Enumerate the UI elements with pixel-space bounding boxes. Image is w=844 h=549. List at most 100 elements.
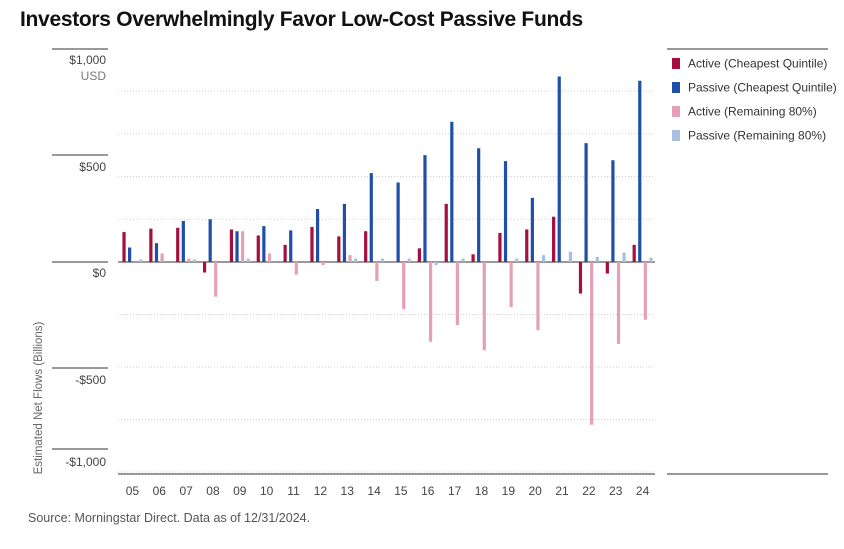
bar-3-19: [515, 258, 519, 262]
x-tick-label: 08: [206, 484, 220, 498]
bar-1-11: [289, 230, 293, 262]
bar-0-05: [122, 232, 126, 262]
bar-3-14: [380, 258, 385, 262]
x-tick-label: 23: [609, 484, 623, 498]
bar-0-22: [578, 262, 583, 294]
bar-0-19: [498, 232, 502, 262]
bar-1-23: [611, 160, 615, 262]
y-tick-label: -$500: [75, 373, 106, 387]
bar-2-20: [536, 262, 540, 331]
bar-0-12: [310, 226, 314, 262]
bar-0-20: [525, 229, 529, 262]
bar-1-16: [423, 155, 427, 263]
x-tick-labels: 05 06 07 08 09 10 11 12 13 14 15 16 17 18 19 20 21 22 23 24: [126, 484, 650, 498]
bar-1-14: [369, 173, 373, 262]
x-tick-label: 19: [502, 484, 516, 498]
bar-0-14: [364, 231, 368, 262]
bar-2-06: [160, 253, 164, 262]
bar-0-21: [552, 216, 556, 262]
bar-2-24: [643, 262, 647, 320]
y-axis-label: Estimated Net Flows (Billions): [33, 321, 45, 474]
bar-2-15: [402, 262, 406, 310]
bar-1-19: [503, 161, 508, 262]
bar-2-08: [214, 262, 218, 297]
bar-1-05: [128, 247, 132, 262]
bar-1-13: [342, 203, 347, 262]
bar-1-12: [315, 208, 320, 262]
x-tick-label: 05: [126, 484, 140, 498]
bar-0-11: [283, 244, 287, 262]
y-tick-label: $500: [79, 160, 106, 174]
bar-0-16: [417, 248, 421, 262]
source-note: Source: Morningstar Direct. Data as of 1…: [28, 511, 311, 525]
bar-1-22: [584, 143, 588, 262]
bar-0-07: [176, 227, 180, 262]
x-tick-label: 20: [528, 484, 542, 498]
bar-2-14: [375, 262, 379, 281]
bar-3-17: [461, 258, 465, 262]
grid-layer: [118, 90, 655, 475]
bar-2-09: [241, 231, 245, 262]
bar-2-22: [590, 262, 594, 425]
x-tick-label: 21: [555, 484, 569, 498]
x-tick-label: 17: [448, 484, 462, 498]
x-tick-label: 10: [260, 484, 274, 498]
y-unit-label: USD: [81, 69, 107, 83]
legend-label: Passive (Remaining 80%): [688, 129, 826, 143]
bar-1-18: [477, 148, 481, 262]
legend: Active (Cheapest Quintile) Passive (Cheap…: [667, 48, 837, 475]
bar-0-13: [337, 236, 341, 262]
bar-3-07: [192, 259, 197, 262]
bar-3-05: [139, 259, 143, 262]
y-tick-label: $1,000: [69, 53, 106, 67]
x-tick-label: 09: [233, 484, 247, 498]
bar-0-06: [149, 228, 153, 262]
bar-2-18: [482, 262, 486, 351]
legend-swatch: [672, 58, 680, 69]
legend-swatch: [672, 130, 680, 141]
bar-1-06: [154, 243, 159, 262]
bar-2-16: [428, 262, 433, 342]
bar-3-20: [541, 255, 546, 262]
y-tick-labels: $1,000 $500 $0 -$500 -$1,000: [52, 48, 108, 469]
bar-3-15: [407, 258, 411, 262]
bar-2-07: [187, 258, 191, 262]
legend-swatch: [672, 82, 680, 93]
bar-3-21: [568, 251, 573, 262]
bar-1-20: [530, 197, 534, 263]
bar-2-19: [509, 262, 513, 308]
x-tick-label: 16: [421, 484, 435, 498]
bar-2-11: [294, 262, 298, 275]
bar-1-15: [396, 182, 400, 262]
bar-3-24: [649, 257, 653, 262]
bars: [122, 76, 653, 425]
bar-0-17: [444, 203, 448, 262]
bar-2-13: [348, 255, 352, 262]
x-tick-label: 14: [367, 484, 381, 498]
bar-1-08: [208, 219, 212, 262]
bar-3-09: [246, 258, 250, 262]
x-tick-label: 12: [314, 484, 328, 498]
bar-0-24: [632, 244, 636, 262]
y-tick-label: -$1,000: [65, 455, 106, 469]
bar-3-13: [354, 258, 358, 262]
bar-1-07: [181, 220, 185, 262]
legend-label: Active (Remaining 80%): [688, 105, 817, 119]
bar-1-09: [235, 231, 239, 262]
x-tick-label: 15: [394, 484, 408, 498]
bar-3-23: [622, 252, 626, 262]
legend-swatch: [672, 106, 680, 117]
x-tick-label: 07: [179, 484, 193, 498]
x-tick-label: 13: [341, 484, 355, 498]
bar-2-23: [616, 262, 621, 344]
chart-title: Investors Overwhelmingly Favor Low-Cost …: [20, 8, 583, 31]
bar-3-22: [595, 256, 599, 262]
bar-0-18: [471, 254, 475, 262]
bar-1-21: [557, 76, 561, 262]
x-tick-label: 22: [582, 484, 596, 498]
bar-1-24: [638, 80, 642, 263]
bar-1-17: [450, 121, 454, 262]
x-tick-label: 18: [475, 484, 489, 498]
bar-0-23: [605, 262, 609, 274]
